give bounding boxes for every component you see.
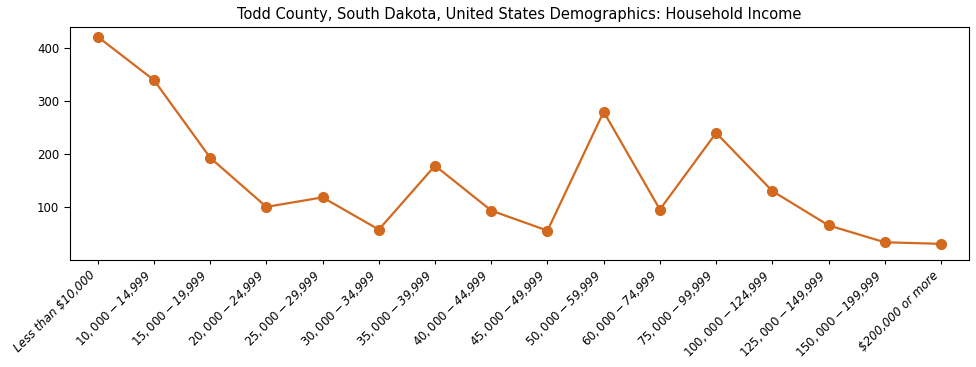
Title: Todd County, South Dakota, United States Demographics: Household Income: Todd County, South Dakota, United States… — [237, 7, 801, 22]
